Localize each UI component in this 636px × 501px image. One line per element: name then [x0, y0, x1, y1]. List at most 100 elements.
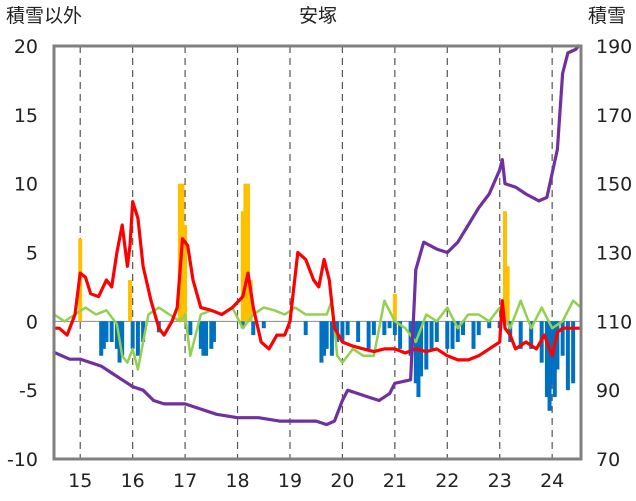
bar-bars_blue — [366, 321, 371, 349]
bar-bars_blue — [434, 321, 439, 342]
bar-bars_blue — [324, 321, 329, 349]
left-axis-label: 積雪以外 — [6, 5, 82, 27]
bar-bars_blue — [518, 321, 523, 349]
bar-bars_blue — [565, 321, 570, 391]
bar-bars_blue — [398, 321, 403, 349]
right-y-ticks: 70 90 110 130 150 170 190 — [596, 36, 632, 471]
bar-bars_orange — [128, 280, 133, 322]
bar-bars_blue — [544, 321, 549, 398]
bar-bars_blue — [340, 321, 345, 342]
bar-bars_blue — [552, 321, 557, 398]
left-tick-label: 20 — [14, 36, 38, 58]
bar-bars_blue — [471, 321, 476, 349]
bar-bars_orange — [505, 266, 510, 322]
plot-frame — [52, 44, 583, 461]
bar-bars_blue — [476, 321, 481, 336]
bar-bars_blue — [319, 321, 324, 363]
x-tick-label: 19 — [278, 470, 302, 492]
line-series — [52, 44, 583, 427]
bar-bars_blue — [461, 321, 466, 336]
left-tick-label: 15 — [14, 105, 38, 127]
bar-bars_blue — [188, 321, 193, 336]
x-tick-label: 18 — [225, 470, 249, 492]
bar-bars_blue — [547, 321, 552, 411]
bar-bars_blue — [204, 321, 209, 356]
x-tick-label: 17 — [173, 470, 197, 492]
x-tick-label: 21 — [383, 470, 407, 492]
bar-bars_blue — [104, 321, 109, 342]
bar-bars_blue — [416, 321, 421, 398]
bar-bars_orange — [502, 211, 507, 322]
bar-bars_blue — [198, 321, 203, 349]
bar-bars_blue — [560, 321, 565, 356]
series-temp_red — [52, 200, 583, 362]
right-tick-label: 170 — [596, 105, 632, 127]
bar-bars_blue — [99, 321, 104, 356]
bar-bars_blue — [487, 321, 492, 329]
bar-bars_blue — [109, 321, 114, 342]
bar-bars_blue — [101, 321, 106, 349]
bar-bars_blue — [322, 321, 327, 356]
x-tick-label: 22 — [435, 470, 459, 492]
right-tick-label: 90 — [596, 380, 620, 402]
bar-bars_blue — [345, 321, 350, 336]
bar-bars_blue — [529, 321, 534, 349]
bar-bars_blue — [209, 321, 214, 349]
bar-bars_blue — [240, 321, 245, 329]
bar-bars_blue — [120, 321, 125, 356]
right-tick-label: 70 — [596, 449, 620, 471]
left-y-ticks: -10 -5 0 5 10 15 20 — [7, 36, 38, 471]
bar-bars_orange — [392, 293, 397, 322]
bar-bars_blue — [429, 321, 434, 349]
bar-bars_orange — [246, 183, 251, 322]
x-tick-label: 16 — [121, 470, 145, 492]
x-tick-label: 20 — [330, 470, 354, 492]
bar-bars_orange — [183, 224, 188, 322]
right-tick-label: 130 — [596, 243, 632, 265]
bar-bars_blue — [392, 321, 397, 336]
bar-bars_blue — [413, 321, 418, 384]
bar-bars_blue — [571, 321, 576, 384]
bar-bars_blue — [408, 321, 413, 356]
left-tick-label: 5 — [26, 243, 38, 265]
bar-bars_blue — [130, 321, 135, 349]
x-tick-label: 23 — [488, 470, 512, 492]
bar-bars_blue — [455, 321, 460, 342]
x-tick-label: 24 — [540, 470, 564, 492]
grid-lines — [54, 46, 581, 459]
bar-bars_blue — [382, 321, 387, 336]
x-ticks: 15 16 17 18 19 20 21 22 23 24 — [68, 470, 564, 492]
bar-bars_blue — [135, 321, 140, 356]
bar-bars_blue — [356, 321, 361, 342]
series-snow_depth — [52, 44, 581, 427]
bar-bars_blue — [424, 321, 429, 370]
bar-bars_orange — [240, 211, 245, 322]
bar-bars_blue — [371, 321, 376, 336]
bar-bars_blue — [450, 321, 455, 349]
left-tick-label: -10 — [7, 449, 38, 471]
x-tick-label: 15 — [68, 470, 92, 492]
right-tick-label: 110 — [596, 311, 632, 333]
bar-bars_blue — [201, 321, 206, 356]
bar-bars_blue — [261, 321, 266, 329]
bar-bars_blue — [387, 321, 392, 329]
right-tick-label: 190 — [596, 36, 632, 58]
bar-bars_blue — [211, 321, 216, 342]
left-tick-label: 10 — [14, 174, 38, 196]
chart-title: 安塚 — [299, 5, 337, 27]
right-tick-label: 150 — [596, 174, 632, 196]
bar-bars_blue — [329, 321, 334, 356]
series-temp_green — [52, 299, 583, 371]
bar-bars_blue — [251, 321, 256, 336]
bar-bars_blue — [141, 321, 146, 342]
bar-bars_blue — [303, 321, 308, 336]
right-axis-label: 積雪 — [588, 5, 626, 27]
bar-bars_blue — [508, 321, 513, 342]
bar-bars_blue — [445, 321, 450, 349]
bar-bars_orange — [243, 183, 248, 322]
left-tick-label: -5 — [19, 380, 38, 402]
bar-series — [78, 183, 576, 411]
left-tick-label: 0 — [26, 311, 38, 333]
bar-bars_blue — [114, 321, 119, 349]
